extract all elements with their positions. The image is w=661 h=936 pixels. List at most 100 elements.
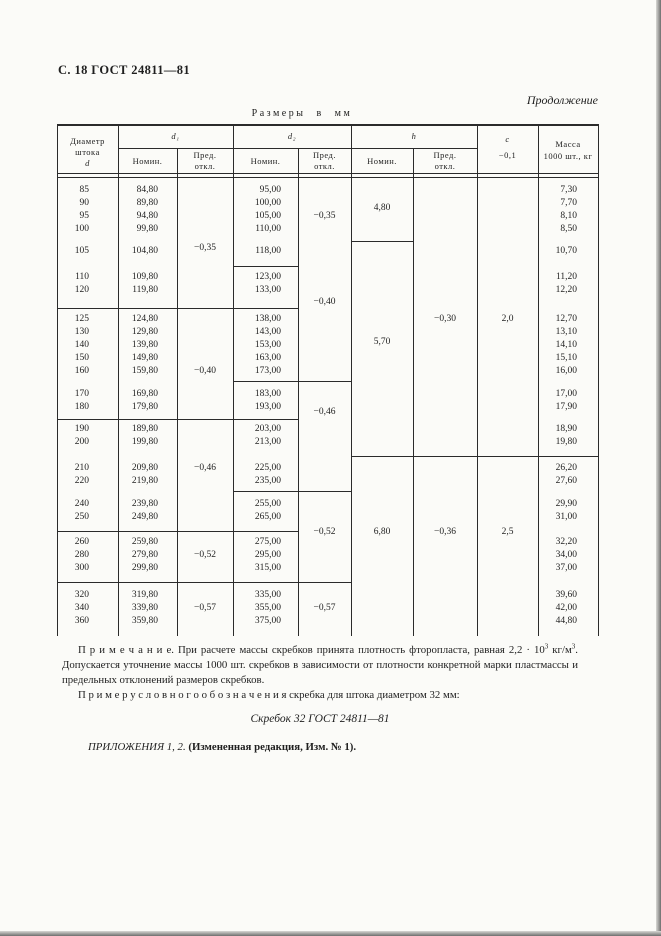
header-label: d₁ — [171, 131, 180, 141]
table-vline — [298, 148, 299, 636]
header-label: Номин. — [367, 156, 397, 166]
cell-diameter: 200 — [74, 437, 89, 447]
merged-cell-d2-deviation: −0,35 — [313, 211, 336, 221]
cell-diameter: 190 — [74, 424, 89, 434]
cell-d1-nominal: 159,80 — [131, 366, 158, 376]
table-vline — [477, 124, 478, 636]
table-hline — [118, 148, 477, 149]
cell-mass: 31,00 — [555, 512, 577, 522]
notes-section: П р и м е ч а н и е. При расчете массы с… — [62, 643, 578, 755]
cell-mass: 27,60 — [555, 476, 577, 486]
cell-mass: 7,70 — [560, 198, 577, 208]
merged-cell-h-deviation: −0,30 — [434, 314, 456, 324]
cell-d2-nominal: 355,00 — [254, 603, 281, 613]
cell-d2-nominal: 335,00 — [254, 590, 281, 600]
cell-d1-nominal: 139,80 — [131, 340, 158, 350]
cell-d1-nominal: 219,80 — [131, 476, 158, 486]
header-label: Номин. — [250, 156, 281, 166]
cell-mass: 17,00 — [555, 389, 577, 399]
page-header: С. 18 ГОСТ 24811—81 — [58, 63, 191, 77]
table-vline — [118, 124, 119, 636]
cell-d1-nominal: 339,80 — [131, 603, 158, 613]
cell-mass: 15,10 — [555, 353, 577, 363]
cell-d2-nominal: 183,00 — [254, 389, 281, 399]
cell-diameter: 240 — [74, 499, 89, 509]
merged-cell-d2-deviation: −0,52 — [313, 527, 336, 537]
cell-d2-nominal: 315,00 — [254, 563, 281, 573]
header-label: 1000 шт., кг — [543, 151, 593, 161]
cell-d1-nominal: 249,80 — [131, 512, 158, 522]
cell-mass: 19,80 — [555, 437, 577, 447]
cell-d1-nominal: 124,80 — [131, 314, 158, 324]
cell-diameter: 85 — [79, 185, 90, 195]
cell-d2-nominal: 153,00 — [254, 340, 281, 350]
cell-d2-nominal: 105,00 — [254, 211, 281, 221]
cell-d2-nominal: 133,00 — [254, 285, 281, 295]
cell-d1-nominal: 109,80 — [131, 272, 158, 282]
cell-mass: 14,10 — [555, 340, 577, 350]
cell-diameter: 160 — [74, 366, 89, 376]
cell-d1-nominal: 239,80 — [131, 499, 158, 509]
cell-mass: 12,70 — [555, 314, 577, 324]
cell-d2-nominal: 255,00 — [254, 499, 281, 509]
table-hline — [57, 124, 598, 126]
cell-mass: 8,10 — [560, 211, 577, 221]
cell-diameter: 210 — [74, 463, 89, 473]
dimensions-table: Диаметр штока d d₁ d₂ h Номин. Пред. откл. Номин.… — [57, 124, 599, 636]
table-vline — [57, 124, 58, 636]
note-text: кг/м — [548, 644, 572, 656]
note-superscript: 3 — [544, 642, 549, 651]
cell-d1-nominal: 89,80 — [136, 198, 158, 208]
header-label: c — [505, 134, 510, 144]
cell-diameter: 300 — [74, 563, 89, 573]
header-label: откл. — [314, 161, 335, 171]
table-hline — [57, 582, 351, 583]
cell-diameter: 320 — [74, 590, 89, 600]
header-label: откл. — [194, 161, 216, 171]
table-vline — [598, 124, 599, 636]
note-text: . Допускается уточнение массы 1000 шт. с… — [62, 644, 578, 686]
cell-d1-nominal: 359,80 — [131, 616, 158, 626]
table-hline — [233, 381, 351, 382]
cell-diameter: 280 — [74, 550, 89, 560]
cell-diameter: 360 — [74, 616, 89, 626]
header-label: Пред. — [193, 150, 217, 160]
cell-d2-nominal: 118,00 — [255, 246, 281, 256]
note-paragraph: П р и м е ч а н и е. При расчете массы с… — [62, 643, 578, 688]
cell-mass: 18,90 — [555, 424, 577, 434]
cell-d2-nominal: 213,00 — [254, 437, 281, 447]
merged-cell-c-value: 2,0 — [501, 314, 514, 324]
cell-diameter: 340 — [74, 603, 89, 613]
cell-d1-nominal: 84,80 — [136, 185, 158, 195]
cell-d1-nominal: 299,80 — [131, 563, 158, 573]
cell-mass: 34,00 — [555, 550, 577, 560]
cell-d1-nominal: 149,80 — [131, 353, 158, 363]
header-label: Пред. — [433, 150, 457, 160]
table-vline — [177, 148, 178, 636]
header-label: −0,1 — [498, 150, 517, 160]
cell-d2-nominal: 235,00 — [254, 476, 281, 486]
table-vline — [351, 124, 352, 636]
cell-d2-nominal: 163,00 — [254, 353, 281, 363]
cell-d1-nominal: 169,80 — [131, 389, 158, 399]
cell-d1-nominal: 189,80 — [131, 424, 158, 434]
cell-diameter: 105 — [74, 246, 89, 256]
cell-d1-nominal: 209,80 — [131, 463, 158, 473]
cell-d2-nominal: 225,00 — [254, 463, 281, 473]
header-label: Пред. — [313, 150, 336, 160]
appendix-note: ПРИЛОЖЕНИЯ 1, 2. (Измененная редакция, И… — [62, 740, 578, 755]
table-vline — [233, 124, 234, 636]
header-label: Номин. — [132, 156, 163, 166]
merged-cell-d1-deviation: −0,35 — [194, 243, 216, 253]
cell-mass: 8,50 — [560, 224, 577, 234]
cell-mass: 44,80 — [555, 616, 577, 626]
cell-d1-nominal: 104,80 — [131, 246, 158, 256]
table-caption: Размеры в мм — [251, 108, 353, 119]
header-label: Диаметр — [70, 136, 105, 146]
cell-mass: 16,00 — [555, 366, 577, 376]
cell-d1-nominal: 119,80 — [132, 285, 158, 295]
merged-cell-d1-deviation: −0,57 — [194, 603, 216, 613]
cell-mass: 7,30 — [560, 185, 577, 195]
cell-d1-nominal: 279,80 — [131, 550, 158, 560]
cell-diameter: 130 — [74, 327, 89, 337]
